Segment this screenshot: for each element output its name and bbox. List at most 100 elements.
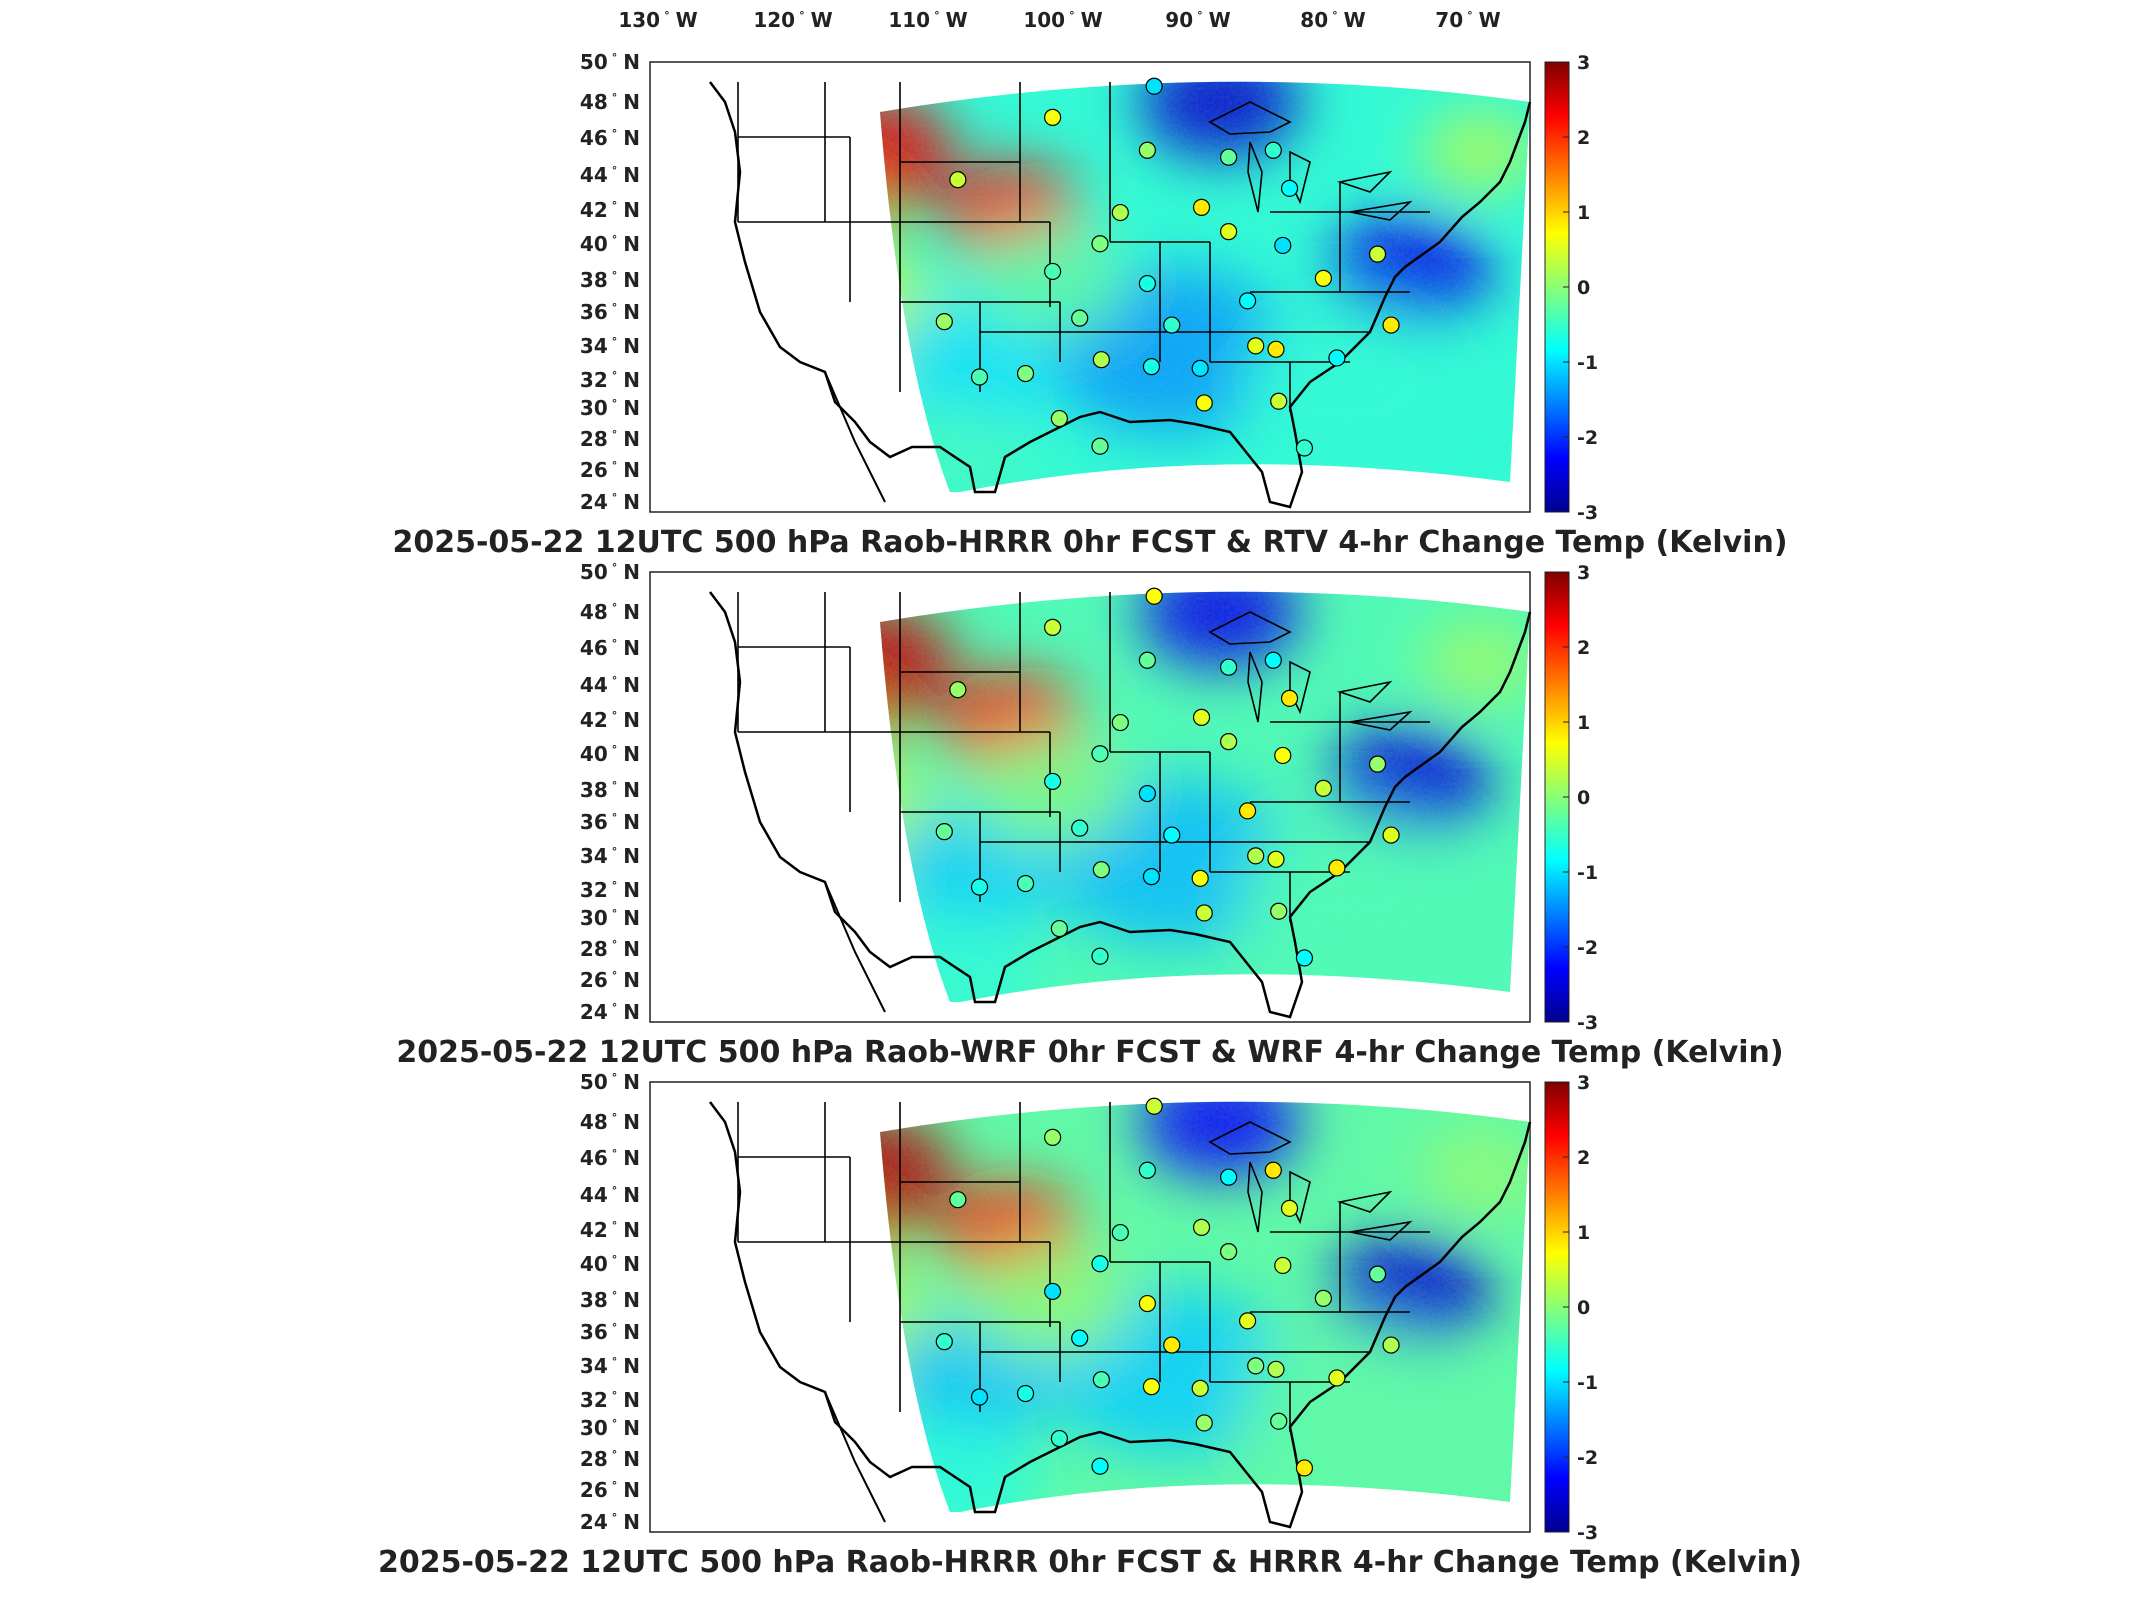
raob-station-marker	[1145, 587, 1163, 605]
raob-station-marker	[1295, 439, 1314, 457]
lat-label: 28 ° N	[580, 427, 640, 451]
great-lake	[1247, 1161, 1263, 1233]
raob-station-marker	[1111, 203, 1129, 222]
lat-label: 44 ° N	[580, 673, 640, 697]
lat-label: 48 ° N	[580, 600, 640, 624]
colorbar-tick-label: 0	[1577, 1297, 1590, 1319]
map-panel-wrf: 50 ° N 48 ° N 46 ° N 44 ° N 42 ° N 40 ° N 38 ° N 36 ° N 34 ° N 32 ° N…	[580, 560, 1598, 1034]
coastline	[709, 81, 1532, 509]
panel-title-rtv: 2025-05-22 12UTC 500 hPa Raob-HRRR 0hr F…	[392, 525, 1787, 560]
coastline	[709, 1101, 1532, 1529]
raob-station-marker	[1264, 651, 1282, 669]
raob-station-marker	[1220, 658, 1238, 676]
raob-station-marker	[1192, 708, 1211, 726]
raob-station-marker	[1314, 779, 1332, 797]
lat-label: 38 ° N	[580, 268, 640, 292]
raob-station-marker	[1267, 850, 1285, 868]
great-lake	[1336, 680, 1393, 703]
great-lake	[1349, 200, 1413, 221]
colorbar-tick-label: -2	[1577, 427, 1598, 449]
lat-label: 34 ° N	[580, 1354, 640, 1378]
raob-station-marker	[1195, 904, 1213, 922]
lat-label: 36 ° N	[580, 810, 640, 834]
raob-station-marker	[1220, 1243, 1238, 1261]
raob-station-marker	[1247, 847, 1265, 865]
raob-station-marker	[1280, 689, 1299, 707]
lat-label: 44 ° N	[580, 1183, 640, 1207]
raob-station-marker	[935, 313, 953, 331]
colorbar-tick-label: 3	[1577, 562, 1590, 584]
raob-station-marker	[1138, 274, 1156, 293]
raob-station-marker	[1328, 859, 1346, 877]
raob-station-marker	[1091, 1255, 1109, 1273]
colorbar: 3 2 1 0 -1 -2 -3	[1544, 562, 1598, 1034]
raob-station-marker	[1050, 1429, 1068, 1448]
raob-stations	[935, 77, 1400, 457]
raob-station-marker	[1368, 245, 1387, 263]
baja-coastline	[824, 881, 886, 1013]
raob-station-marker	[1270, 392, 1288, 410]
lat-label: 38 ° N	[580, 1288, 640, 1312]
raob-station-marker	[1091, 745, 1109, 763]
raob-station-marker	[970, 1388, 989, 1406]
colorbar-tick-label: -1	[1577, 352, 1598, 374]
lat-label: 30 ° N	[580, 1416, 640, 1440]
lon-label: 80 ° W	[1300, 8, 1365, 32]
colorbar-tick-label: 2	[1577, 1147, 1590, 1169]
colorbar: 3 2 1 0 -1 -2 -3	[1544, 52, 1598, 524]
lat-label: 32 ° N	[580, 368, 640, 392]
temperature-field	[880, 591, 1530, 1002]
lat-label: 24 ° N	[580, 1510, 640, 1534]
raob-station-marker	[1091, 437, 1109, 455]
raob-station-marker	[1071, 819, 1089, 837]
raob-station-marker	[1016, 874, 1035, 893]
raob-station-marker	[1274, 1256, 1292, 1275]
lat-label: 24 ° N	[580, 490, 640, 514]
raob-station-marker	[1044, 1282, 1062, 1301]
raob-station-marker	[935, 1333, 953, 1351]
colorbar-tick-label: 1	[1577, 202, 1590, 224]
lat-label: 34 ° N	[580, 844, 640, 868]
lat-label: 40 ° N	[580, 1252, 640, 1276]
raob-station-marker	[1145, 77, 1163, 95]
raob-station-marker	[1280, 179, 1299, 197]
temperature-field	[880, 1101, 1530, 1512]
lat-label: 26 ° N	[580, 1478, 640, 1502]
raob-station-marker	[1071, 1329, 1089, 1347]
lat-label: 42 ° N	[580, 198, 640, 222]
lon-label: 130 ° W	[618, 8, 697, 32]
state-boundaries	[709, 1101, 1532, 1529]
raob-station-marker	[1138, 141, 1156, 159]
lat-label: 40 ° N	[580, 232, 640, 256]
raob-station-marker	[1382, 1336, 1400, 1354]
lat-label: 24 ° N	[580, 1000, 640, 1024]
lat-label: 50 ° N	[580, 1070, 640, 1094]
lon-label: 90 ° W	[1165, 8, 1230, 32]
raob-stations	[935, 1097, 1400, 1477]
colorbar-tick-label: -1	[1577, 862, 1598, 884]
lat-label: 30 ° N	[580, 396, 640, 420]
colorbar: 3 2 1 0 -1 -2 -3	[1544, 1072, 1598, 1544]
colorbar-tick-label: -3	[1577, 1522, 1598, 1544]
lat-label: 28 ° N	[580, 937, 640, 961]
raob-station-marker	[1016, 364, 1035, 383]
state-boundaries	[709, 591, 1532, 1019]
colorbar-tick-label: 2	[1577, 127, 1590, 149]
raob-station-marker	[1274, 236, 1292, 255]
raob-station-marker	[1044, 262, 1062, 281]
raob-station-marker	[1264, 141, 1282, 159]
lat-label: 42 ° N	[580, 708, 640, 732]
raob-station-marker	[1382, 316, 1400, 334]
raob-station-marker	[949, 681, 967, 699]
raob-station-marker	[1295, 949, 1314, 967]
colorbar-tick-label: 0	[1577, 787, 1590, 809]
colorbar-tick-label: 2	[1577, 637, 1590, 659]
colorbar-tick-label: -2	[1577, 1447, 1598, 1469]
panel-title-wrf: 2025-05-22 12UTC 500 hPa Raob-WRF 0hr FC…	[396, 1035, 1783, 1070]
great-lake	[1208, 1121, 1292, 1155]
raob-station-marker	[1191, 1379, 1209, 1397]
raob-station-marker	[970, 878, 989, 896]
raob-station-marker	[1050, 919, 1068, 938]
raob-station-marker	[1195, 1414, 1213, 1432]
